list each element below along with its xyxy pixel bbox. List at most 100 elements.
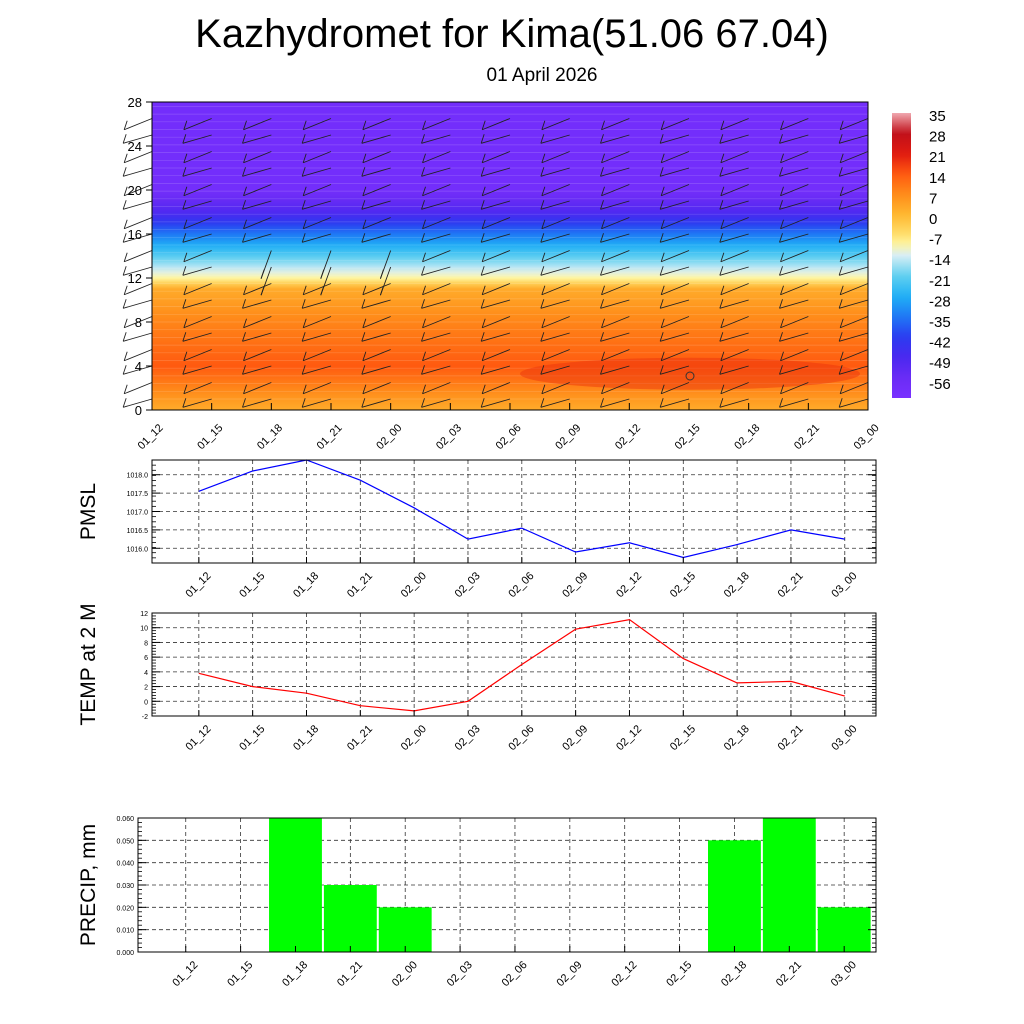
wind-barb	[183, 349, 212, 362]
wind-barb	[840, 316, 869, 329]
wind-barb-flag	[779, 365, 783, 375]
wind-barb-flag	[541, 318, 546, 328]
wind-barb-flag	[243, 186, 247, 196]
wind-barb	[422, 118, 451, 131]
wind-barb-flag	[301, 398, 306, 408]
wind-barb-flag	[481, 153, 486, 163]
wind-barb-flag	[779, 332, 783, 342]
wind-barb-flag	[660, 318, 665, 328]
wind-barb	[242, 365, 272, 375]
wind-barb	[182, 134, 212, 144]
wind-barb	[720, 151, 749, 164]
wind-barb-flag	[719, 299, 724, 309]
wind-barb-flag	[839, 351, 844, 361]
wind-barb	[362, 316, 391, 329]
wind-barb	[660, 233, 690, 243]
x-tick-label: 02_18	[719, 959, 749, 989]
wind-barb-flag	[379, 269, 384, 279]
wind-barb	[242, 233, 272, 243]
wind-barb	[601, 250, 630, 263]
wind-barb-flag	[481, 351, 486, 361]
wind-barb	[660, 167, 690, 177]
y-tick-label: 0.000	[116, 950, 134, 957]
y-tick-label: 0.010	[116, 928, 134, 935]
wind-barb-flag	[182, 233, 187, 243]
wind-barb	[840, 382, 869, 395]
wind-barb	[422, 151, 451, 164]
wind-barb-flag	[779, 167, 783, 177]
wind-barb	[840, 118, 869, 131]
temp2m-ylabel: TEMP at 2 M	[77, 603, 100, 725]
wind-barb	[540, 134, 570, 144]
wind-barb	[601, 316, 630, 329]
wind-barb-flag	[540, 365, 545, 375]
wind-barb-flag	[780, 252, 784, 262]
wind-barb	[839, 134, 869, 144]
wind-barb	[720, 382, 749, 395]
wind-barb-flag	[301, 299, 306, 309]
wind-barb	[182, 233, 212, 243]
wind-barb	[780, 283, 809, 296]
wind-barb-flag	[540, 398, 545, 408]
wind-barb	[421, 299, 451, 309]
wind-barb-flag	[780, 153, 784, 163]
colorbar-label: -56	[929, 376, 951, 393]
wind-barb-flag	[540, 134, 545, 144]
x-tick-label: 02_00	[390, 959, 420, 989]
wind-barb	[362, 151, 391, 164]
wind-barb	[183, 250, 212, 263]
wind-barb	[123, 167, 153, 177]
wind-barb-flag	[480, 365, 485, 375]
wind-barb	[541, 316, 570, 329]
wind-barb	[541, 382, 570, 395]
wind-barb	[780, 184, 809, 197]
y-tick-label: 0	[144, 699, 148, 706]
x-tick-label: 01_15	[237, 723, 267, 753]
wind-barb-flag	[301, 200, 306, 210]
wind-barb-flag	[720, 285, 725, 295]
wind-barb	[421, 200, 451, 210]
x-tick-label: 01_12	[183, 723, 213, 753]
x-tick-label: 02_00	[399, 723, 429, 753]
wind-barb-flag	[541, 120, 546, 130]
x-tick-label: 02_12	[614, 723, 644, 753]
wind-barb-flag	[779, 200, 783, 210]
wind-barb	[541, 184, 570, 197]
wind-barb-flag	[302, 285, 307, 295]
x-tick-label: 02_21	[774, 959, 804, 989]
wind-barb	[720, 217, 749, 230]
colorbar-label: -21	[929, 273, 951, 290]
y-tick-label: 4	[135, 359, 142, 374]
wind-barb-flag	[839, 285, 844, 295]
wind-barb	[779, 233, 809, 243]
wind-barb-flag	[301, 167, 306, 177]
wind-barb	[242, 134, 272, 144]
y-tick-label: 1017.0	[127, 510, 149, 517]
x-tick-label: 01_18	[291, 723, 321, 753]
wind-barb-flag	[779, 233, 783, 243]
wind-barb	[243, 184, 272, 197]
wind-barb-flag	[839, 120, 844, 130]
wind-barb	[541, 217, 570, 230]
wind-barb	[839, 233, 869, 243]
wind-barb	[540, 233, 570, 243]
wind-barb	[243, 217, 272, 230]
wind-barb	[302, 332, 332, 342]
colorbar-label: -35	[929, 314, 951, 331]
wind-barb	[182, 299, 212, 309]
wind-barb-flag	[243, 285, 247, 295]
wind-barb-flag	[540, 266, 545, 276]
wind-barb-flag	[719, 332, 724, 342]
wind-barb	[481, 134, 511, 144]
wind-barb	[124, 349, 153, 362]
x-tick-label: 02_15	[668, 723, 698, 753]
chart-subtitle: 01 April 2026	[486, 65, 598, 86]
wind-barb-flag	[600, 266, 604, 276]
wind-barb-flag	[659, 299, 664, 309]
wind-barb-flag	[541, 186, 546, 196]
wind-barb-flag	[601, 318, 605, 328]
x-tick-label: 02_00	[374, 422, 404, 452]
wind-barb-flag	[541, 219, 546, 229]
wind-barb-flag	[481, 252, 486, 262]
wind-barb-flag	[601, 351, 605, 361]
